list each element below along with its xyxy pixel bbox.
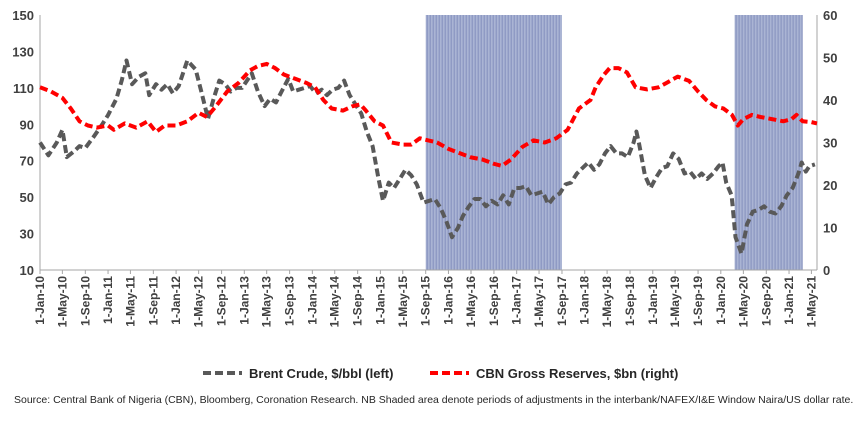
x-tick-label: 1-May-16 [464, 276, 478, 328]
x-tick-label: 1-Sep-17 [555, 276, 569, 326]
series-lines [38, 58, 818, 256]
y-right-tick-label: 40 [823, 93, 837, 108]
y-left-tick-label: 50 [20, 190, 34, 205]
x-tick-label: 1-May-11 [123, 276, 137, 327]
y-right-tick-label: 0 [823, 263, 830, 278]
x-tick-label: 1-Jan-14 [305, 276, 319, 325]
x-tick-label: 1-Sep-14 [351, 276, 365, 326]
x-tick-label: 1-Sep-11 [146, 276, 160, 326]
x-tick-label: 1-May-15 [396, 276, 410, 328]
x-tick-label: 1-May-20 [736, 276, 750, 328]
source-note: Source: Central Bank of Nigeria (CBN), B… [14, 394, 854, 406]
x-tick-label: 1-Sep-19 [691, 276, 705, 326]
x-tick-label: 1-May-17 [532, 276, 546, 328]
x-tick-label: 1-Jan-10 [33, 276, 47, 325]
x-tick-label: 1-May-13 [260, 276, 274, 328]
x-tick-label: 1-Jan-19 [646, 276, 660, 325]
x-tick-label: 1-Jan-15 [373, 276, 387, 325]
x-tick-label: 1-Sep-20 [759, 276, 773, 326]
x-tick-label: 1-May-18 [600, 276, 614, 328]
x-tick-label: 1-Jan-20 [714, 276, 728, 325]
series-line-0 [38, 58, 816, 256]
y-right-tick-label: 60 [823, 8, 837, 23]
y-right-tick-label: 20 [823, 178, 837, 193]
x-tick-label: 1-May-14 [328, 276, 342, 328]
x-tick-label: 1-Jan-16 [441, 276, 455, 325]
y-right-tick-label: 30 [823, 136, 837, 151]
x-tick-label: 1-Jan-18 [578, 276, 592, 325]
legend-brent-label: Brent Crude, $/bbl (left) [249, 366, 393, 381]
y-left-tick-label: 30 [20, 227, 34, 242]
x-tick-label: 1-Sep-13 [283, 276, 297, 326]
x-tick-label: 1-Sep-10 [78, 276, 92, 326]
x-tick-label: 1-Sep-16 [487, 276, 501, 326]
x-tick-label: 1-Jan-12 [169, 276, 183, 325]
x-tick-label: 1-Jan-21 [782, 276, 796, 325]
x-tick-label: 1-Sep-12 [215, 276, 229, 326]
x-tick-label: 1-May-19 [668, 276, 682, 328]
y-left-tick-label: 110 [13, 81, 34, 96]
tick-labels: 10 30 50 70 90 110 130 150 0 10 20 30 40 50 60 1-Jan-10… [12, 8, 837, 327]
x-tick-label: 1-Sep-18 [623, 276, 637, 326]
y-left-tick-label: 130 [12, 44, 34, 59]
legend: Brent Crude, $/bbl (left) CBN Gross Rese… [203, 366, 678, 381]
x-tick-label: 1-Jan-17 [510, 276, 524, 325]
y-left-tick-label: 10 [20, 263, 34, 278]
x-tick-label: 1-May-10 [55, 276, 69, 328]
y-right-tick-label: 10 [823, 221, 837, 236]
x-tick-label: 1-Jan-13 [237, 276, 251, 325]
x-tick-label: 1-Jan-11 [101, 276, 115, 324]
y-right-tick-label: 50 [823, 51, 837, 66]
x-tick-label: 1-May-21 [804, 276, 818, 328]
y-left-tick-label: 150 [12, 8, 34, 23]
legend-reserves-label: CBN Gross Reserves, $bn (right) [476, 366, 678, 381]
y-left-tick-label: 70 [20, 154, 34, 169]
series-line-1 [39, 61, 818, 168]
y-left-tick-label: 90 [20, 117, 34, 132]
x-tick-label: 1-Sep-15 [419, 276, 433, 326]
x-tick-label: 1-May-12 [192, 276, 206, 328]
